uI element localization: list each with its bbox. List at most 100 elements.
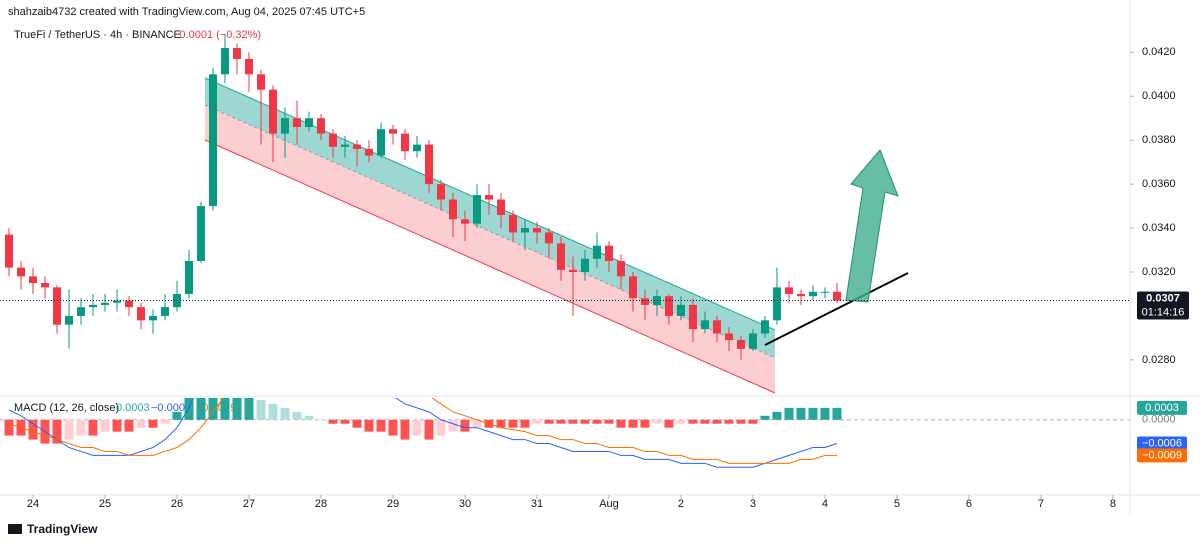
candle-body xyxy=(196,206,205,262)
macd-histogram-bar xyxy=(412,419,422,436)
x-tick-label: 7 xyxy=(1038,498,1044,510)
candle-body xyxy=(712,320,721,334)
x-tick-label: 4 xyxy=(822,498,828,510)
candle-body xyxy=(100,302,109,305)
candle-body xyxy=(640,298,649,305)
macd-histogram-bar xyxy=(688,419,698,424)
macd-value-label: −0.0006 xyxy=(1142,437,1182,449)
candle-body xyxy=(400,133,409,152)
macd-histogram-bar xyxy=(544,419,554,424)
signal-value-box xyxy=(1137,448,1187,463)
x-tick-label: 30 xyxy=(459,498,471,510)
x-tick-label: 6 xyxy=(966,498,972,510)
candle-body xyxy=(28,276,37,283)
macd-histogram-bar xyxy=(592,419,602,424)
candle-body xyxy=(604,245,613,262)
macd-histogram-bar xyxy=(424,419,434,440)
candle-body xyxy=(772,287,781,321)
candle-body xyxy=(484,195,493,200)
x-tick-label: 31 xyxy=(531,498,543,510)
candle-body xyxy=(508,214,517,233)
candle-body xyxy=(280,118,289,134)
macd-histogram-bar xyxy=(316,419,326,421)
candle-body xyxy=(388,129,397,134)
macd-histogram-bar xyxy=(748,419,758,424)
price-change: −0.0001 (−0.32%) xyxy=(173,29,261,41)
last-price-box xyxy=(1137,291,1189,320)
y-tick-label: 0.0000 xyxy=(1142,414,1176,426)
candle-body xyxy=(532,228,541,233)
macd-histogram-bar xyxy=(796,407,806,420)
brand: TradingView xyxy=(27,522,98,536)
macd-histogram-bar xyxy=(808,407,818,420)
candle-body xyxy=(724,333,733,341)
candle-body xyxy=(436,184,445,200)
histogram-value-box xyxy=(1137,400,1187,415)
macd-histogram-bar xyxy=(220,398,230,420)
candle-body xyxy=(220,47,229,75)
candle-body xyxy=(232,47,241,59)
macd-histogram-bar xyxy=(268,403,278,420)
macd-histogram-bar xyxy=(676,419,686,424)
breakout-arrow xyxy=(845,149,899,303)
signal-line xyxy=(8,398,837,464)
macd-hist-value: 0.0003 xyxy=(116,402,150,414)
candle-body xyxy=(796,293,805,297)
macd-histogram-bar xyxy=(304,415,314,420)
candle-body xyxy=(40,282,49,288)
signal-value-label: −0.0009 xyxy=(1142,449,1182,461)
macd-histogram-bar xyxy=(760,415,770,420)
macd-histogram-bar xyxy=(112,419,122,432)
macd-histogram-bar xyxy=(88,419,98,436)
candle-body xyxy=(760,320,769,334)
candle-body xyxy=(832,291,841,301)
y-tick-label: 0.0420 xyxy=(1142,46,1176,58)
candle-body xyxy=(628,276,637,299)
candle-body xyxy=(376,129,385,156)
candle-body xyxy=(448,199,457,220)
candle-body xyxy=(208,74,217,207)
x-tick-label: 24 xyxy=(27,498,39,510)
macd-histogram-bar xyxy=(556,419,566,424)
y-tick-label: 0.0340 xyxy=(1142,222,1176,234)
macd-title: MACD (12, 26, close) xyxy=(14,402,119,414)
brand-logo xyxy=(8,524,22,534)
candle-body xyxy=(364,148,373,156)
x-tick-label: 5 xyxy=(894,498,900,510)
macd-line-value: −0.0006 xyxy=(151,402,191,414)
candle-body xyxy=(676,304,685,316)
candle-body xyxy=(688,304,697,330)
candle-body xyxy=(88,304,97,308)
macd-histogram-bar xyxy=(292,411,302,420)
candle-body xyxy=(136,307,145,321)
candle-body xyxy=(328,133,337,147)
candle-body xyxy=(292,118,301,128)
candle-body xyxy=(64,315,73,325)
candle-body xyxy=(316,118,325,134)
macd-histogram-bar xyxy=(196,398,206,420)
macd-histogram-bar xyxy=(124,419,134,432)
candle-body xyxy=(424,144,433,185)
macd-line xyxy=(8,398,838,468)
macd-histogram-bar xyxy=(136,419,146,428)
x-tick-label: 3 xyxy=(750,498,756,510)
candle-body xyxy=(4,234,13,268)
macd-histogram-bar xyxy=(508,419,518,428)
macd-histogram-bar xyxy=(4,419,14,436)
candle-body xyxy=(808,291,817,297)
macd-histogram-bar xyxy=(364,419,374,432)
macd-histogram-bar xyxy=(604,419,614,424)
macd-histogram-bar xyxy=(496,419,506,428)
candle-body xyxy=(112,300,121,303)
macd-histogram-bar xyxy=(772,411,782,420)
macd-histogram-bar xyxy=(664,419,674,428)
macd-pane xyxy=(0,398,1130,468)
candle-body xyxy=(748,333,757,349)
symbol: TrueFi / TetherUS · 4h · BINANCE xyxy=(14,29,181,41)
macd-histogram-bar xyxy=(376,419,386,432)
candle-body xyxy=(556,243,565,270)
macd-histogram-bar xyxy=(28,419,38,440)
candle-body xyxy=(544,232,553,244)
macd-histogram-bar xyxy=(616,419,626,428)
